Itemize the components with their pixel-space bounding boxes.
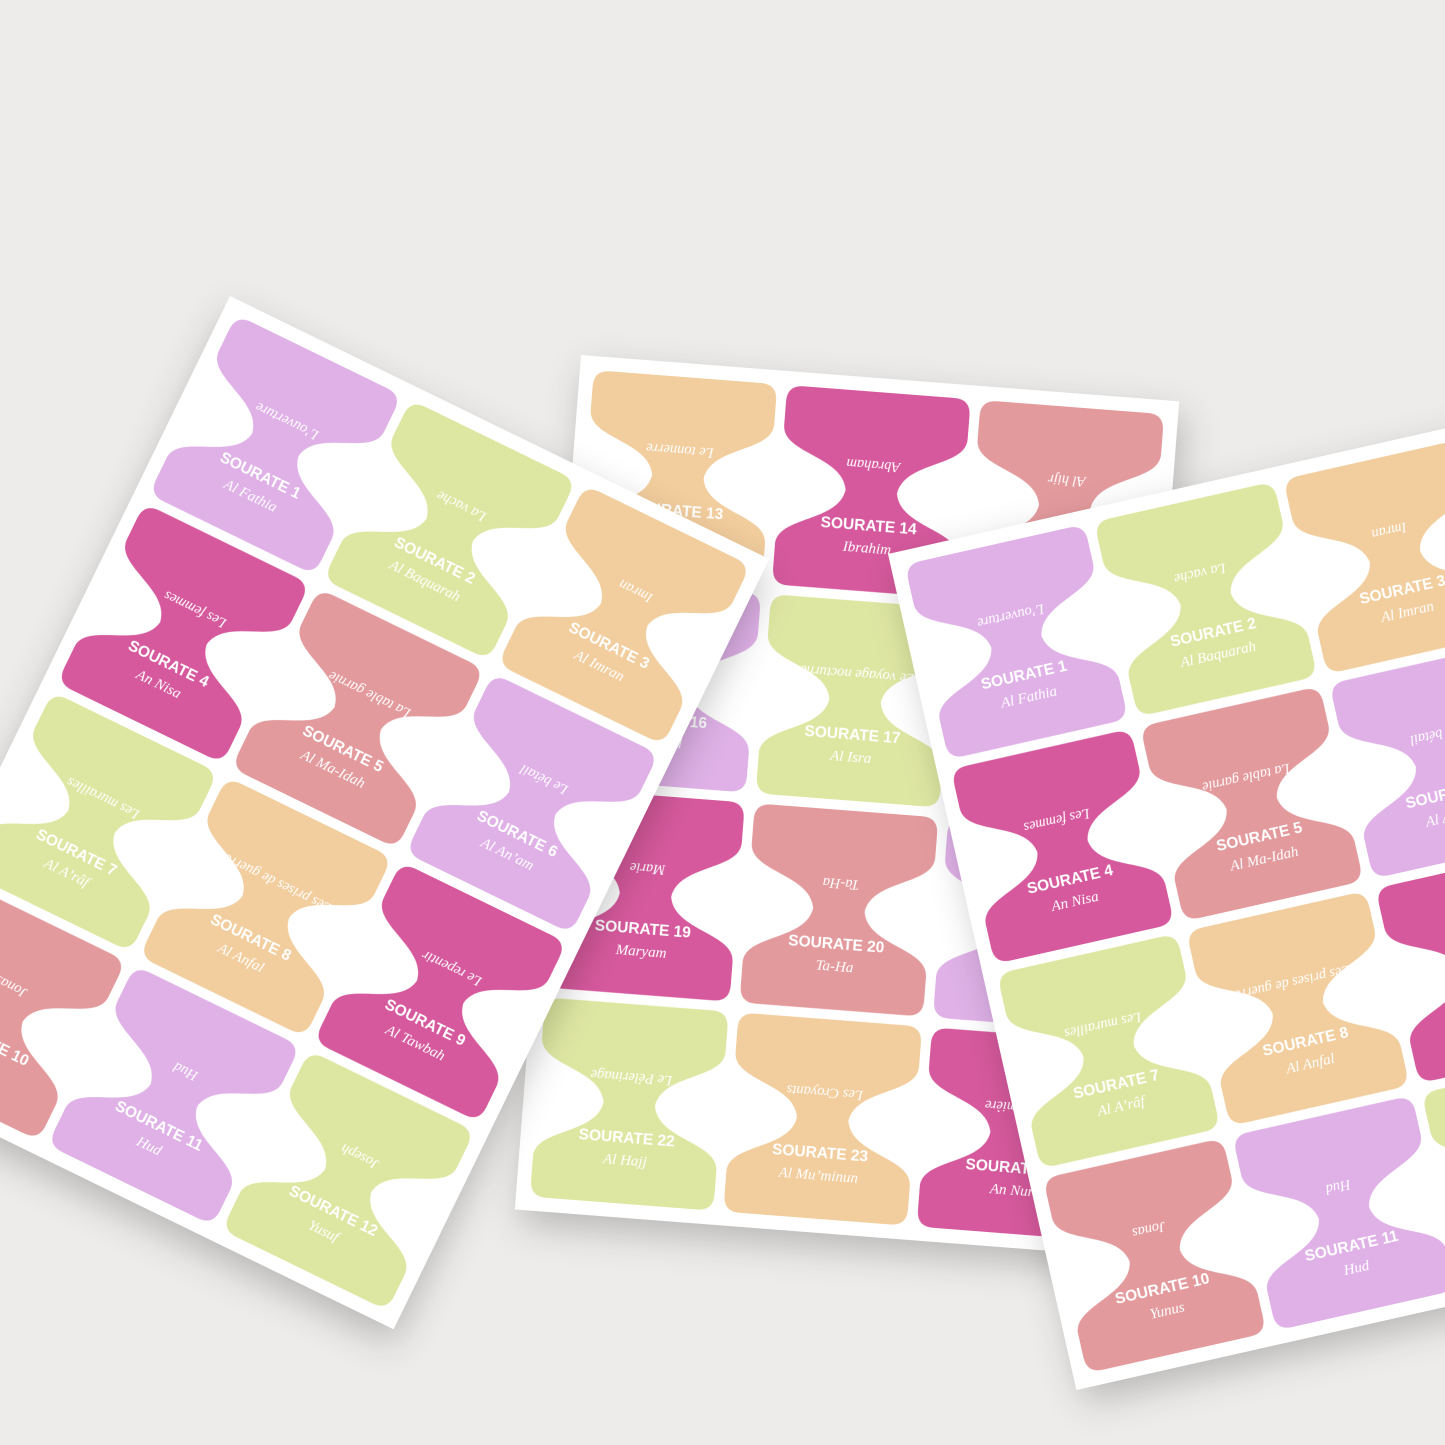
- svg-text:Marie: Marie: [629, 859, 667, 878]
- svg-text:An Nur: An Nur: [988, 1181, 1034, 1200]
- svg-text:Al hijr: Al hijr: [1047, 470, 1087, 489]
- svg-text:Al Isra: Al Isra: [829, 748, 872, 767]
- svg-text:Al Hajj: Al Hajj: [601, 1151, 647, 1170]
- svg-text:Ta-Ha: Ta-Ha: [815, 957, 854, 976]
- svg-text:Ta-Ha: Ta-Ha: [822, 874, 860, 893]
